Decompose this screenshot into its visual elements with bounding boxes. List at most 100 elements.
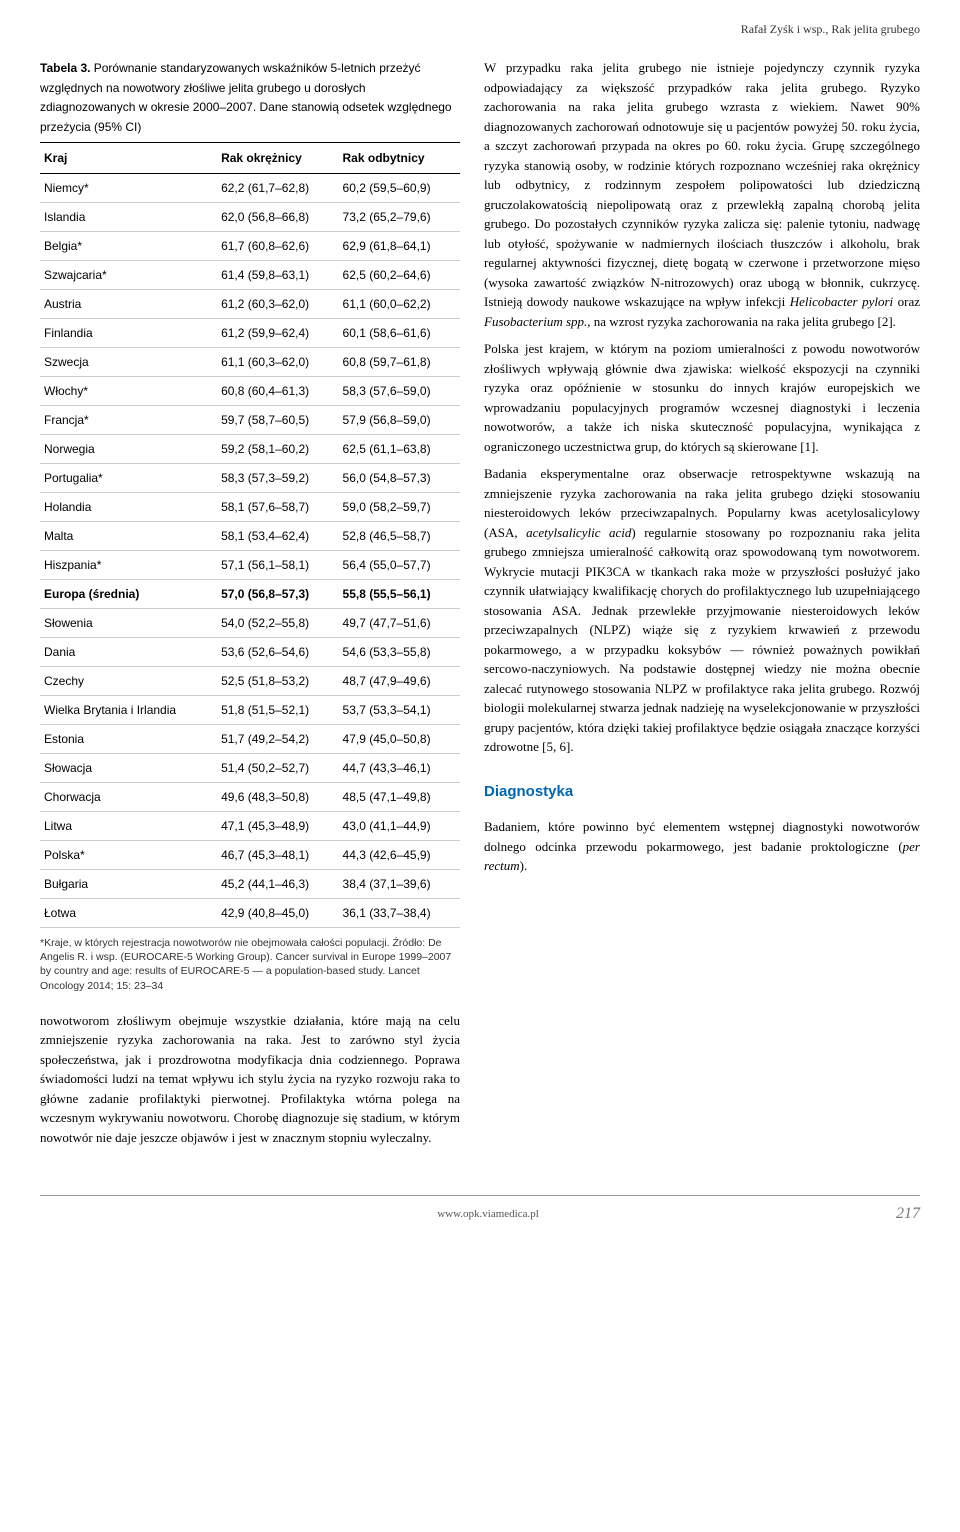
table-cell: Włochy* — [40, 377, 217, 406]
table-cell: Niemcy* — [40, 174, 217, 203]
table-row: Włochy*60,8 (60,4–61,3)58,3 (57,6–59,0) — [40, 377, 460, 406]
table-cell: 58,3 (57,3–59,2) — [217, 464, 338, 493]
page-number: 217 — [896, 1202, 920, 1226]
table-cell: Wielka Brytania i Irlandia — [40, 696, 217, 725]
table-cell: Norwegia — [40, 435, 217, 464]
table-row: Estonia51,7 (49,2–54,2)47,9 (45,0–50,8) — [40, 725, 460, 754]
table-cell: 55,8 (55,5–56,1) — [339, 580, 460, 609]
table-cell: 58,3 (57,6–59,0) — [339, 377, 460, 406]
right-column: W przypadku raka jelita grubego nie istn… — [484, 58, 920, 1155]
running-header: Rafał Zyśk i wsp., Rak jelita grubego — [40, 20, 920, 38]
table-cell: 43,0 (41,1–44,9) — [339, 812, 460, 841]
table-cell: 51,4 (50,2–52,7) — [217, 754, 338, 783]
table-cell: 53,7 (53,3–54,1) — [339, 696, 460, 725]
table-row: Polska*46,7 (45,3–48,1)44,3 (42,6–45,9) — [40, 841, 460, 870]
table-row: Wielka Brytania i Irlandia51,8 (51,5–52,… — [40, 696, 460, 725]
table-cell: 51,8 (51,5–52,1) — [217, 696, 338, 725]
footer-url: www.opk.viamedica.pl — [80, 1206, 896, 1223]
page-footer: www.opk.viamedica.pl 217 — [40, 1195, 920, 1226]
table-cell: 62,5 (61,1–63,8) — [339, 435, 460, 464]
table-number: Tabela 3. — [40, 61, 90, 75]
table-cell: 42,9 (40,8–45,0) — [217, 899, 338, 928]
table-cell: 61,1 (60,3–62,0) — [217, 348, 338, 377]
table-cell: 60,8 (59,7–61,8) — [339, 348, 460, 377]
table-cell: Szwecja — [40, 348, 217, 377]
right-para-4: Badaniem, które powinno być elementem ws… — [484, 817, 920, 876]
table-cell: 59,2 (58,1–60,2) — [217, 435, 338, 464]
table-cell: Estonia — [40, 725, 217, 754]
table-row: Finlandia61,2 (59,9–62,4)60,1 (58,6–61,6… — [40, 319, 460, 348]
right-para-3: Badania eksperymentalne oraz obserwacje … — [484, 464, 920, 757]
table-cell: 44,7 (43,3–46,1) — [339, 754, 460, 783]
table-cell: 62,2 (61,7–62,8) — [217, 174, 338, 203]
table-row: Hiszpania*57,1 (56,1–58,1)56,4 (55,0–57,… — [40, 551, 460, 580]
table-row: Holandia58,1 (57,6–58,7)59,0 (58,2–59,7) — [40, 493, 460, 522]
table-row: Francja*59,7 (58,7–60,5)57,9 (56,8–59,0) — [40, 406, 460, 435]
table-row: Czechy52,5 (51,8–53,2)48,7 (47,9–49,6) — [40, 667, 460, 696]
table-row: Belgia*61,7 (60,8–62,6)62,9 (61,8–64,1) — [40, 232, 460, 261]
table-cell: 48,7 (47,9–49,6) — [339, 667, 460, 696]
table-row: Chorwacja49,6 (48,3–50,8)48,5 (47,1–49,8… — [40, 783, 460, 812]
table-cell: Litwa — [40, 812, 217, 841]
table-cell: Europa (średnia) — [40, 580, 217, 609]
table-cell: Portugalia* — [40, 464, 217, 493]
table-cell: 38,4 (37,1–39,6) — [339, 870, 460, 899]
right-para-2: Polska jest krajem, w którym na poziom u… — [484, 339, 920, 456]
table-cell: Łotwa — [40, 899, 217, 928]
table-cell: 60,2 (59,5–60,9) — [339, 174, 460, 203]
table-caption-block: Tabela 3. Porównanie standaryzowanych ws… — [40, 58, 460, 136]
table-row: Łotwa42,9 (40,8–45,0)36,1 (33,7–38,4) — [40, 899, 460, 928]
table-cell: 57,1 (56,1–58,1) — [217, 551, 338, 580]
table-row: Islandia62,0 (56,8–66,8)73,2 (65,2–79,6) — [40, 203, 460, 232]
table-row: Szwajcaria*61,4 (59,8–63,1)62,5 (60,2–64… — [40, 261, 460, 290]
left-column: Tabela 3. Porównanie standaryzowanych ws… — [40, 58, 460, 1155]
table-cell: 62,0 (56,8–66,8) — [217, 203, 338, 232]
table-cell: 61,1 (60,0–62,2) — [339, 290, 460, 319]
table-cell: 59,7 (58,7–60,5) — [217, 406, 338, 435]
right-para-1: W przypadku raka jelita grubego nie istn… — [484, 58, 920, 331]
table-cell: Finlandia — [40, 319, 217, 348]
table-row: Austria61,2 (60,3–62,0)61,1 (60,0–62,2) — [40, 290, 460, 319]
table-cell: 57,9 (56,8–59,0) — [339, 406, 460, 435]
left-para-1: nowotworom złośliwym obejmuje wszystkie … — [40, 1011, 460, 1148]
table-cell: 73,2 (65,2–79,6) — [339, 203, 460, 232]
table-caption-text: Porównanie standaryzowanych wskaźników 5… — [40, 61, 452, 134]
table-cell: 57,0 (56,8–57,3) — [217, 580, 338, 609]
table-row: Portugalia*58,3 (57,3–59,2)56,0 (54,8–57… — [40, 464, 460, 493]
table-cell: Hiszpania* — [40, 551, 217, 580]
section-heading-diagnostyka: Diagnostyka — [484, 781, 920, 804]
table-cell: Szwajcaria* — [40, 261, 217, 290]
table-cell: 48,5 (47,1–49,8) — [339, 783, 460, 812]
col-rectum: Rak odbytnicy — [339, 143, 460, 174]
table-cell: Bułgaria — [40, 870, 217, 899]
table-cell: Polska* — [40, 841, 217, 870]
table-cell: 61,4 (59,8–63,1) — [217, 261, 338, 290]
table-cell: 61,2 (60,3–62,0) — [217, 290, 338, 319]
table-cell: 51,7 (49,2–54,2) — [217, 725, 338, 754]
table-cell: 45,2 (44,1–46,3) — [217, 870, 338, 899]
table-cell: Islandia — [40, 203, 217, 232]
table-cell: Austria — [40, 290, 217, 319]
table-cell: 36,1 (33,7–38,4) — [339, 899, 460, 928]
table-cell: 61,2 (59,9–62,4) — [217, 319, 338, 348]
table-footnote: *Kraje, w których rejestracja nowotworów… — [40, 936, 460, 993]
table-cell: 62,9 (61,8–64,1) — [339, 232, 460, 261]
table-cell: 54,6 (53,3–55,8) — [339, 638, 460, 667]
table-cell: 47,1 (45,3–48,9) — [217, 812, 338, 841]
table-cell: 58,1 (57,6–58,7) — [217, 493, 338, 522]
table-cell: Słowacja — [40, 754, 217, 783]
table-cell: 53,6 (52,6–54,6) — [217, 638, 338, 667]
table-row: Malta58,1 (53,4–62,4)52,8 (46,5–58,7) — [40, 522, 460, 551]
col-colon: Rak okrężnicy — [217, 143, 338, 174]
table-cell: 46,7 (45,3–48,1) — [217, 841, 338, 870]
table-row: Litwa47,1 (45,3–48,9)43,0 (41,1–44,9) — [40, 812, 460, 841]
running-title: Rafał Zyśk i wsp., Rak jelita grubego — [741, 22, 920, 36]
table-cell: 54,0 (52,2–55,8) — [217, 609, 338, 638]
table-row: Europa (średnia)57,0 (56,8–57,3)55,8 (55… — [40, 580, 460, 609]
table-cell: 47,9 (45,0–50,8) — [339, 725, 460, 754]
table-cell: 60,8 (60,4–61,3) — [217, 377, 338, 406]
table-cell: Belgia* — [40, 232, 217, 261]
table-cell: 49,7 (47,7–51,6) — [339, 609, 460, 638]
table-cell: 59,0 (58,2–59,7) — [339, 493, 460, 522]
table-row: Norwegia59,2 (58,1–60,2)62,5 (61,1–63,8) — [40, 435, 460, 464]
